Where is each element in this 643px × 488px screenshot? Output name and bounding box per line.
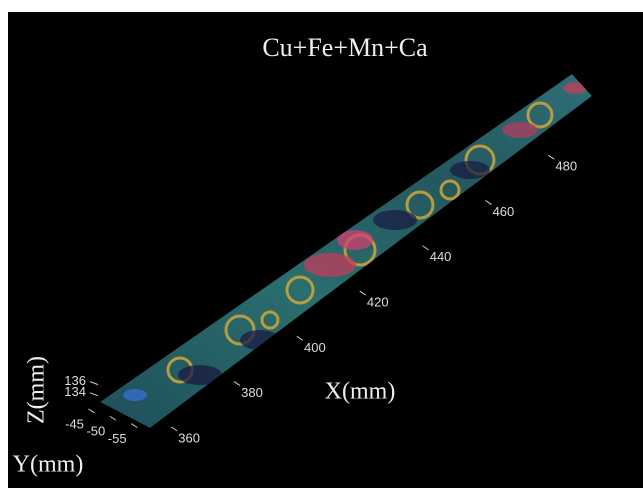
x-tick-label: 460 xyxy=(493,204,515,219)
x-tick-label: 480 xyxy=(555,159,577,174)
x-axis-label: X(mm) xyxy=(325,379,396,405)
y-tick-label: -45 xyxy=(65,416,84,431)
x-tick-label: 360 xyxy=(178,430,200,445)
x-tick-label: 400 xyxy=(304,340,326,355)
x-tick-label: 380 xyxy=(241,385,263,400)
x-tick-label: 420 xyxy=(367,294,389,309)
chart: Cu+Fe+Mn+Ca X(mm) Y(mm) Z(mm) 360 380 400 4… xyxy=(0,0,643,488)
z-tick-label: 136 xyxy=(64,373,86,388)
chart-title: Cu+Fe+Mn+Ca xyxy=(262,33,428,62)
y-tick-label: -55 xyxy=(108,431,127,446)
y-tick-label: -50 xyxy=(86,424,105,439)
z-axis-label: Z(mm) xyxy=(24,356,50,424)
y-axis-label: Y(mm) xyxy=(13,452,84,478)
x-tick-label: 440 xyxy=(430,249,452,264)
